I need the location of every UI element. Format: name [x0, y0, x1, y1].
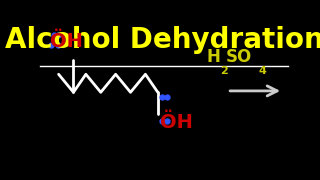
Text: 2: 2 — [220, 66, 228, 76]
Text: ÖH: ÖH — [50, 32, 83, 51]
Text: 4: 4 — [258, 66, 266, 76]
Text: H: H — [206, 48, 220, 66]
Text: SO: SO — [226, 48, 252, 66]
Text: Alcohol Dehydration: Alcohol Dehydration — [4, 26, 320, 54]
Text: ÖH: ÖH — [160, 113, 193, 132]
